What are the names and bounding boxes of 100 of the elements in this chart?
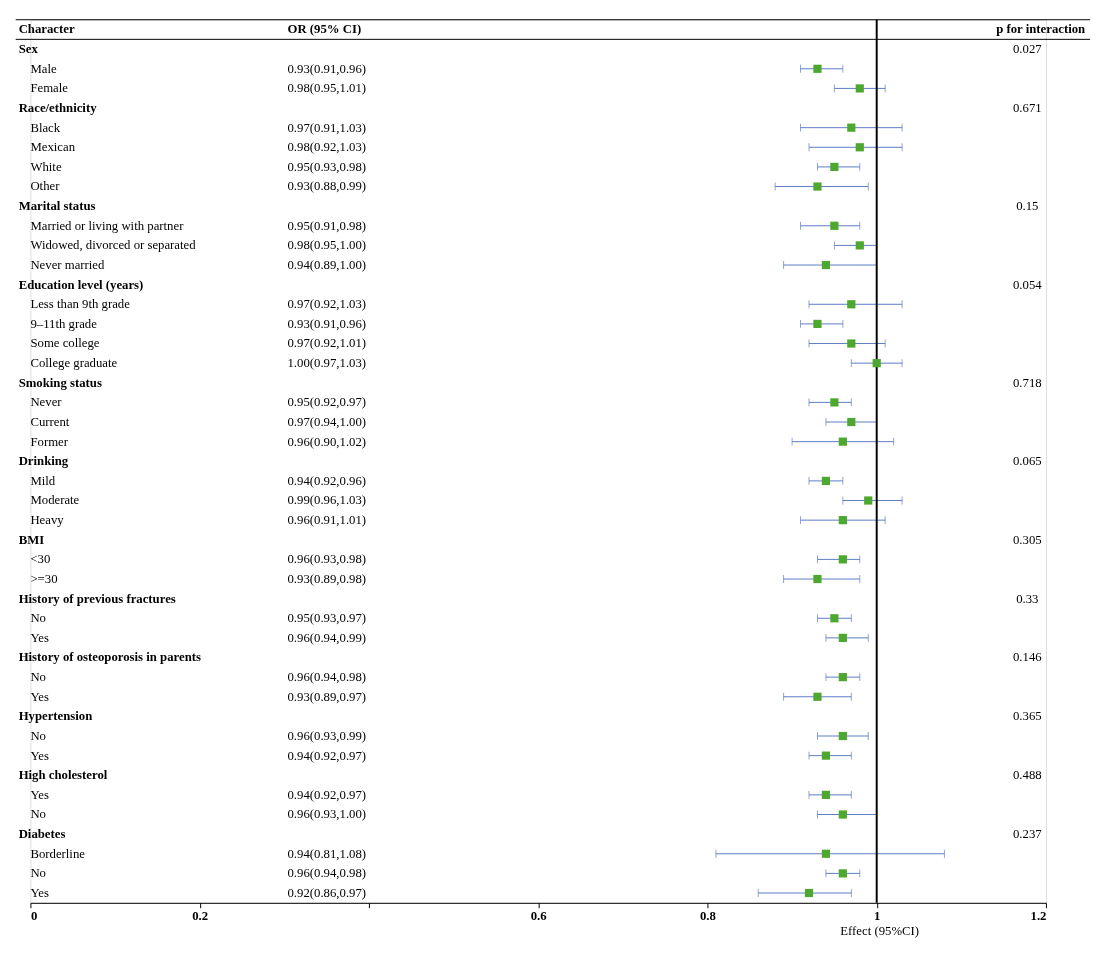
x-tick-label: 0.2 <box>192 908 209 923</box>
point <box>821 476 831 485</box>
annotation: 0.671 <box>1012 100 1042 115</box>
y-tick-label: Yes <box>30 689 50 704</box>
text: 0.97(0.91,1.03) <box>287 120 367 135</box>
annotation: 0.027 <box>1012 42 1042 57</box>
y-tick-label: No <box>30 611 47 626</box>
y-tick-label: Yes <box>30 630 50 645</box>
text: 0.95(0.91,0.98) <box>287 218 367 233</box>
point <box>838 633 847 642</box>
annotation: 0.065 <box>1012 454 1042 469</box>
text: 0.93(0.91,0.96) <box>287 316 367 331</box>
annotation: 0.305 <box>1012 532 1042 547</box>
y-tick-label: Borderline <box>30 846 86 861</box>
text: 0.96(0.94,0.98) <box>287 866 367 881</box>
y-tick-label: BMI <box>18 532 45 547</box>
point <box>804 888 814 898</box>
point <box>838 437 847 446</box>
text: 0.98(0.95,1.00) <box>287 238 367 253</box>
x-tick-label: 1.2 <box>1030 908 1047 923</box>
point <box>872 359 881 368</box>
point <box>838 555 847 564</box>
text: 0.96(0.94,0.99) <box>287 630 367 645</box>
y-tick-label: Married or living with partner <box>30 218 185 233</box>
point <box>830 162 839 172</box>
text: 0.96(0.91,1.01) <box>287 513 367 528</box>
annotation: 0.488 <box>1012 768 1042 783</box>
point <box>813 692 822 701</box>
y-tick-label: Education level (years) <box>18 277 144 292</box>
annotation: 0.365 <box>1012 709 1042 724</box>
y-tick-label: No <box>30 866 47 881</box>
y-tick-label: Sex <box>18 42 39 57</box>
point <box>838 869 847 878</box>
point <box>813 319 822 329</box>
point <box>838 810 847 819</box>
y-tick-label: Current <box>30 414 70 429</box>
text: 0.94(0.81,1.08) <box>287 846 367 861</box>
y-tick-label: History of previous fractures <box>18 591 176 606</box>
y-tick-label: Never married <box>30 257 106 272</box>
point <box>838 516 847 525</box>
text: 0.96(0.93,0.98) <box>287 552 367 567</box>
point <box>855 241 864 250</box>
text: 0.93(0.91,0.96) <box>287 61 367 76</box>
text: 0.96(0.90,1.02) <box>287 434 367 449</box>
y-tick-label: Heavy <box>30 513 65 528</box>
y-tick-label: Mexican <box>30 140 76 155</box>
point <box>821 751 831 760</box>
y-tick-label: Black <box>30 120 61 135</box>
y-tick-label: High cholesterol <box>18 768 108 783</box>
point <box>830 614 839 623</box>
y-axis-title: Character <box>18 22 75 37</box>
text: 0.94(0.92,0.97) <box>287 748 367 763</box>
y-tick-label: 9–11th grade <box>30 316 98 331</box>
point <box>847 417 856 427</box>
text: 1.00(0.97,1.03) <box>287 356 367 371</box>
text: 0.99(0.96,1.03) <box>287 493 367 508</box>
point <box>847 123 856 132</box>
y-tick-label: Marital status <box>18 199 96 214</box>
text: 0.94(0.89,1.00) <box>287 257 367 272</box>
text: 0.98(0.92,1.03) <box>287 140 367 155</box>
y-tick-label: Male <box>30 61 57 76</box>
y-tick-label: No <box>30 728 47 743</box>
text: 0.97(0.94,1.00) <box>287 414 367 429</box>
y-tick-label: Yes <box>30 748 50 763</box>
point <box>821 849 831 858</box>
text: 0.95(0.93,0.97) <box>287 611 367 626</box>
annotation: 0.33 <box>1016 591 1039 606</box>
point <box>813 574 822 584</box>
x-tick-label: 0.6 <box>530 908 547 923</box>
y-tick-label: Former <box>30 434 69 449</box>
y-tick-label: College graduate <box>30 356 118 371</box>
text: 0.97(0.92,1.01) <box>287 336 367 351</box>
y-tick-label: Yes <box>30 885 50 900</box>
point <box>830 221 839 230</box>
point <box>847 300 856 309</box>
annotation: 0.054 <box>1012 277 1043 292</box>
y-tick-label: Widowed, divorced or separated <box>30 238 197 253</box>
y-tick-label: Race/ethnicity <box>18 100 98 115</box>
text: 0.93(0.88,0.99) <box>287 179 367 194</box>
y-tick-label: >=30 <box>30 571 58 586</box>
x-tick-label: 0 <box>30 908 38 923</box>
point <box>838 731 847 741</box>
annotation: 0.15 <box>1016 199 1039 214</box>
text: 0.94(0.92,0.96) <box>287 473 367 488</box>
y-tick-label: Drinking <box>18 454 69 469</box>
text: 0.95(0.92,0.97) <box>287 395 367 410</box>
y-tick-label: Diabetes <box>18 827 66 842</box>
point <box>813 182 822 191</box>
y-tick-label: Moderate <box>30 493 80 508</box>
y-tick-label: Yes <box>30 787 50 802</box>
y-tick-label: No <box>30 807 47 822</box>
x-tick-label: 1 <box>874 908 881 923</box>
y-tick-label: Some college <box>30 336 100 351</box>
text: 0.96(0.94,0.98) <box>287 670 367 685</box>
y-tick-label: <30 <box>30 552 51 567</box>
text: p for interaction <box>996 22 1086 37</box>
point <box>821 260 831 270</box>
y-tick-label: No <box>30 670 47 685</box>
text: 0.93(0.89,0.98) <box>287 571 367 586</box>
annotation: 0.146 <box>1012 650 1042 665</box>
